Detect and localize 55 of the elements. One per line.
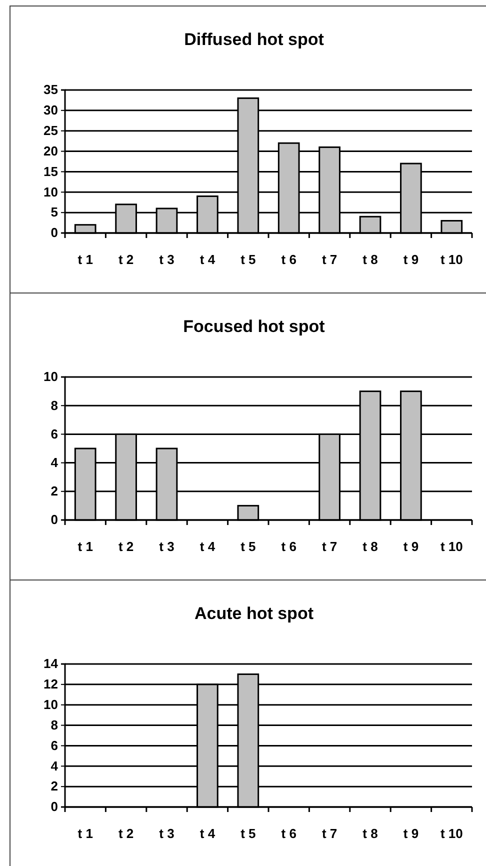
y-tick-label: 8 — [50, 717, 58, 732]
x-tick-label: t 6 — [281, 826, 296, 842]
x-tick-label: t 5 — [240, 252, 256, 268]
x-tick-label: t 1 — [78, 539, 93, 554]
x-tick-label: t 10 — [440, 826, 463, 842]
x-tick-label: t 5 — [240, 826, 256, 842]
x-tick-label: t 9 — [403, 826, 419, 842]
y-tick-label: 6 — [50, 426, 58, 442]
x-tick-label: t 4 — [200, 826, 216, 842]
y-tick-label: 2 — [50, 484, 58, 499]
x-tick-label: t 8 — [362, 539, 378, 554]
y-tick-label: 5 — [50, 204, 58, 220]
x-tick-label: t 4 — [200, 539, 216, 554]
x-tick-label: t 5 — [240, 539, 256, 554]
x-tick-label: t 9 — [403, 252, 419, 268]
x-tick-label: t 3 — [159, 826, 174, 842]
y-tick-label: 30 — [44, 102, 58, 118]
x-tick-label: t 6 — [281, 539, 296, 554]
x-tick-label: t 10 — [440, 539, 463, 554]
y-tick-label: 8 — [50, 398, 58, 413]
chart-title: Diffused hot spot — [184, 30, 324, 49]
x-tick-label: t 7 — [322, 826, 338, 842]
x-tick-label: t 7 — [322, 252, 338, 268]
x-tick-label: t 10 — [440, 252, 463, 268]
y-tick-label: 6 — [50, 738, 58, 753]
x-tick-label: t 7 — [322, 539, 338, 554]
x-tick-label: t 1 — [78, 252, 93, 268]
x-tick-label: t 2 — [118, 252, 134, 268]
y-tick-label: 4 — [50, 758, 59, 774]
y-tick-label: 2 — [50, 778, 58, 794]
y-tick-label: 14 — [44, 656, 59, 672]
x-tick-label: t 8 — [362, 252, 378, 268]
y-tick-label: 10 — [44, 184, 58, 200]
x-tick-label: t 2 — [118, 826, 134, 842]
chart-title: Acute hot spot — [194, 604, 314, 623]
y-tick-label: 15 — [44, 164, 58, 179]
x-tick-label: t 2 — [118, 539, 134, 554]
x-tick-label: t 3 — [159, 539, 174, 554]
y-tick-label: 0 — [50, 799, 58, 814]
x-tick-label: t 6 — [281, 252, 296, 268]
y-tick-label: 10 — [44, 369, 58, 384]
y-tick-label: 12 — [44, 676, 58, 692]
y-tick-label: 35 — [44, 82, 58, 98]
chart-title: Focused hot spot — [183, 317, 326, 336]
x-tick-label: t 3 — [159, 252, 174, 268]
y-tick-label: 0 — [50, 225, 58, 240]
y-tick-label: 4 — [50, 454, 59, 470]
y-tick-label: 0 — [50, 512, 58, 528]
x-tick-label: t 9 — [403, 539, 419, 554]
y-tick-label: 20 — [44, 143, 58, 158]
x-tick-label: t 4 — [200, 252, 216, 268]
y-tick-label: 10 — [44, 697, 58, 712]
y-tick-label: 25 — [44, 123, 58, 138]
x-tick-label: t 8 — [362, 826, 378, 842]
x-tick-label: t 1 — [78, 826, 93, 842]
